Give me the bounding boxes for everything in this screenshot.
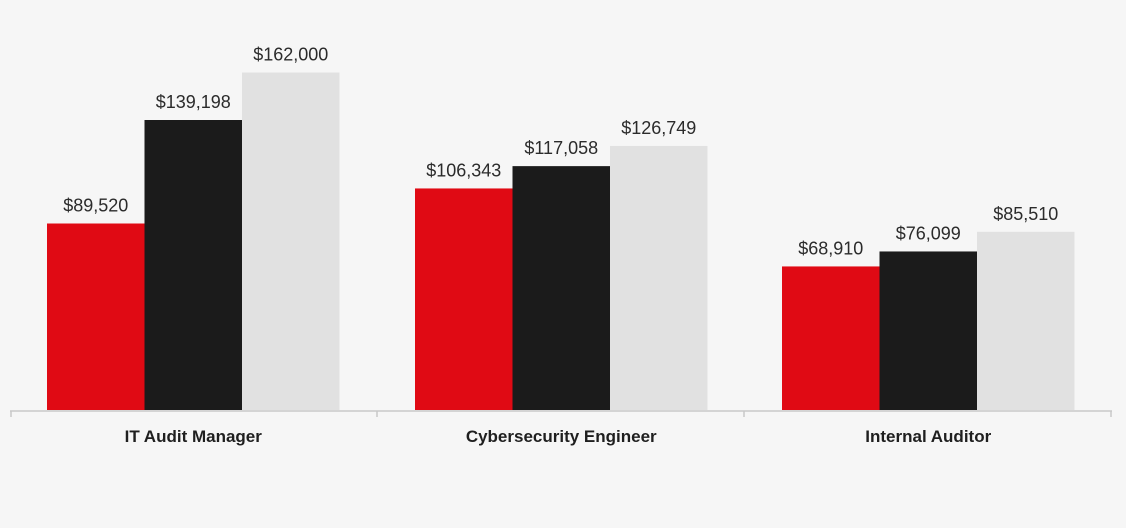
data-label: $68,910 bbox=[798, 238, 863, 258]
bar bbox=[144, 120, 242, 411]
bar bbox=[47, 223, 145, 410]
bar bbox=[512, 166, 610, 410]
data-label: $162,000 bbox=[253, 45, 328, 65]
bar bbox=[879, 251, 977, 410]
data-label: $106,343 bbox=[426, 160, 501, 180]
x-axis-category-label: Cybersecurity Engineer bbox=[466, 427, 657, 446]
data-label: $117,058 bbox=[524, 138, 598, 158]
bar bbox=[782, 266, 880, 410]
x-axis-category-label: Internal Auditor bbox=[865, 427, 991, 446]
data-label: $85,510 bbox=[993, 204, 1058, 224]
data-label: $126,749 bbox=[621, 118, 696, 138]
x-axis-category-label: IT Audit Manager bbox=[125, 427, 263, 446]
data-label: $89,520 bbox=[63, 196, 128, 216]
data-label: $139,198 bbox=[156, 92, 231, 112]
data-label: $76,099 bbox=[896, 223, 961, 243]
bar bbox=[977, 231, 1075, 410]
bar bbox=[415, 188, 513, 410]
bar bbox=[242, 72, 340, 410]
bar bbox=[610, 145, 708, 411]
